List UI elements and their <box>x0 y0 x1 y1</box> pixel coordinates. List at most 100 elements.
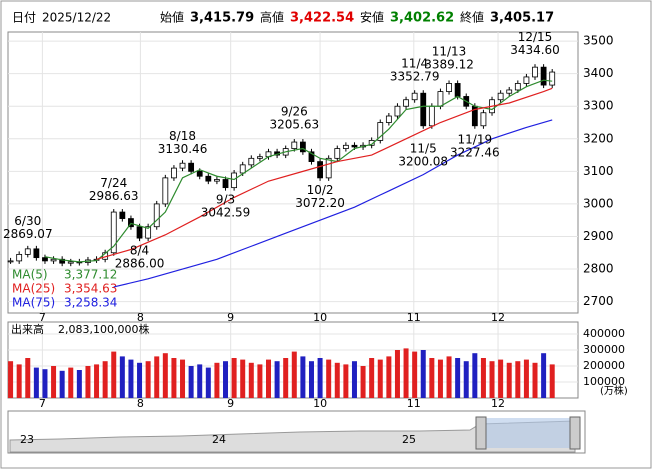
x-tick-label: 9 <box>227 311 234 324</box>
candle <box>153 203 160 228</box>
candle <box>334 148 341 159</box>
field-label: 終値 <box>460 10 484 25</box>
volume-bar <box>111 351 117 398</box>
x-tick-label: 12 <box>491 311 505 324</box>
volume-bar <box>33 367 39 398</box>
volume-bar <box>214 362 220 398</box>
candle <box>50 258 57 262</box>
volume-bar <box>532 362 538 398</box>
annotation-date: 9/3 <box>216 193 235 207</box>
volume-bar <box>223 361 229 398</box>
navigator-handle[interactable] <box>569 416 581 450</box>
volume-bar <box>180 359 186 398</box>
ma-line <box>113 119 553 288</box>
annotation-date: 10/2 <box>307 183 334 197</box>
volume-bar <box>59 370 65 398</box>
y-tick-label: 2700 <box>583 294 614 308</box>
candle <box>446 83 452 92</box>
candle <box>317 161 323 179</box>
field-label: 安値 <box>360 10 384 25</box>
volume-bar <box>162 353 168 398</box>
candle <box>24 248 31 255</box>
x-tick-label: 7 <box>39 397 46 410</box>
navigator-label: 24 <box>212 433 226 446</box>
legend-name: MA(25) <box>12 282 55 296</box>
volume-bar <box>274 361 280 398</box>
candle <box>239 164 246 174</box>
y-tick-label: 3200 <box>583 131 614 145</box>
candle <box>205 175 212 182</box>
candle <box>497 92 504 101</box>
volume-bar <box>171 358 177 398</box>
x-tick-label: 11 <box>407 311 421 324</box>
candle <box>214 179 220 182</box>
candle <box>136 226 143 239</box>
candle <box>16 253 23 262</box>
field-value: 3,415.79 <box>190 11 254 26</box>
y-tick-label: 3400 <box>583 66 614 80</box>
candle <box>171 167 177 179</box>
volume-bar <box>403 348 409 398</box>
volume-bar <box>240 359 246 398</box>
volume-bar <box>188 366 194 398</box>
candle <box>506 89 513 94</box>
candle <box>59 258 66 264</box>
volume-bar <box>334 362 340 398</box>
annotation-date: 9/26 <box>281 104 308 118</box>
legend-name: MA(75) <box>12 296 55 310</box>
candle <box>454 83 461 97</box>
x-tick-label: 8 <box>137 397 144 410</box>
candle <box>128 218 134 228</box>
candle <box>420 92 427 127</box>
candle <box>42 257 48 262</box>
volume-total: 2,083,100,000株 <box>58 322 149 336</box>
volume-bar <box>498 359 504 398</box>
navigator-window[interactable] <box>478 418 575 448</box>
y-tick-label: 100000 <box>583 375 625 388</box>
annotation-value: 2986.63 <box>89 189 139 203</box>
candle <box>532 66 538 78</box>
annotation-value: 3130.46 <box>158 142 208 156</box>
volume-bar <box>377 359 383 398</box>
candle <box>33 248 40 259</box>
volume-bar <box>291 351 297 398</box>
volume-bar <box>343 364 349 398</box>
field-label: 高値 <box>260 10 284 25</box>
candle <box>162 177 169 205</box>
volume-bar <box>351 361 357 398</box>
volume-bar <box>369 358 375 398</box>
volume-bar <box>300 356 306 398</box>
annotation-date: 8/18 <box>169 129 196 143</box>
candle <box>7 260 14 263</box>
volume-bar <box>85 366 91 398</box>
candle <box>351 144 358 148</box>
candle <box>411 92 418 101</box>
y-tick-label: 400000 <box>583 327 625 340</box>
volume-bar <box>437 359 443 398</box>
legend-value: 3,258.34 <box>64 296 117 310</box>
navigator-handle[interactable] <box>475 416 487 450</box>
candle <box>119 211 126 219</box>
y-tick-label: 3300 <box>583 99 614 113</box>
candle <box>248 157 255 166</box>
candle <box>377 122 384 141</box>
field-value: 3,402.62 <box>390 11 454 26</box>
y-tick-label: 200000 <box>583 359 625 372</box>
volume-bar <box>154 356 160 398</box>
candle <box>325 157 332 179</box>
volume-unit: (万株) <box>600 384 628 397</box>
volume-bar <box>420 350 426 398</box>
volume-bar <box>42 369 48 398</box>
candle <box>342 144 349 149</box>
y-tick-label: 300000 <box>583 343 625 356</box>
volume-bar <box>283 358 289 398</box>
annotation-date: 6/30 <box>14 214 41 228</box>
annotation-value: 2886.00 <box>115 257 165 271</box>
volume-bar <box>480 358 486 398</box>
candle <box>385 115 392 123</box>
annotation-value: 3434.60 <box>510 43 560 57</box>
navigator-label: 25 <box>402 433 416 446</box>
volume-bar <box>94 364 100 398</box>
candle <box>308 151 315 162</box>
